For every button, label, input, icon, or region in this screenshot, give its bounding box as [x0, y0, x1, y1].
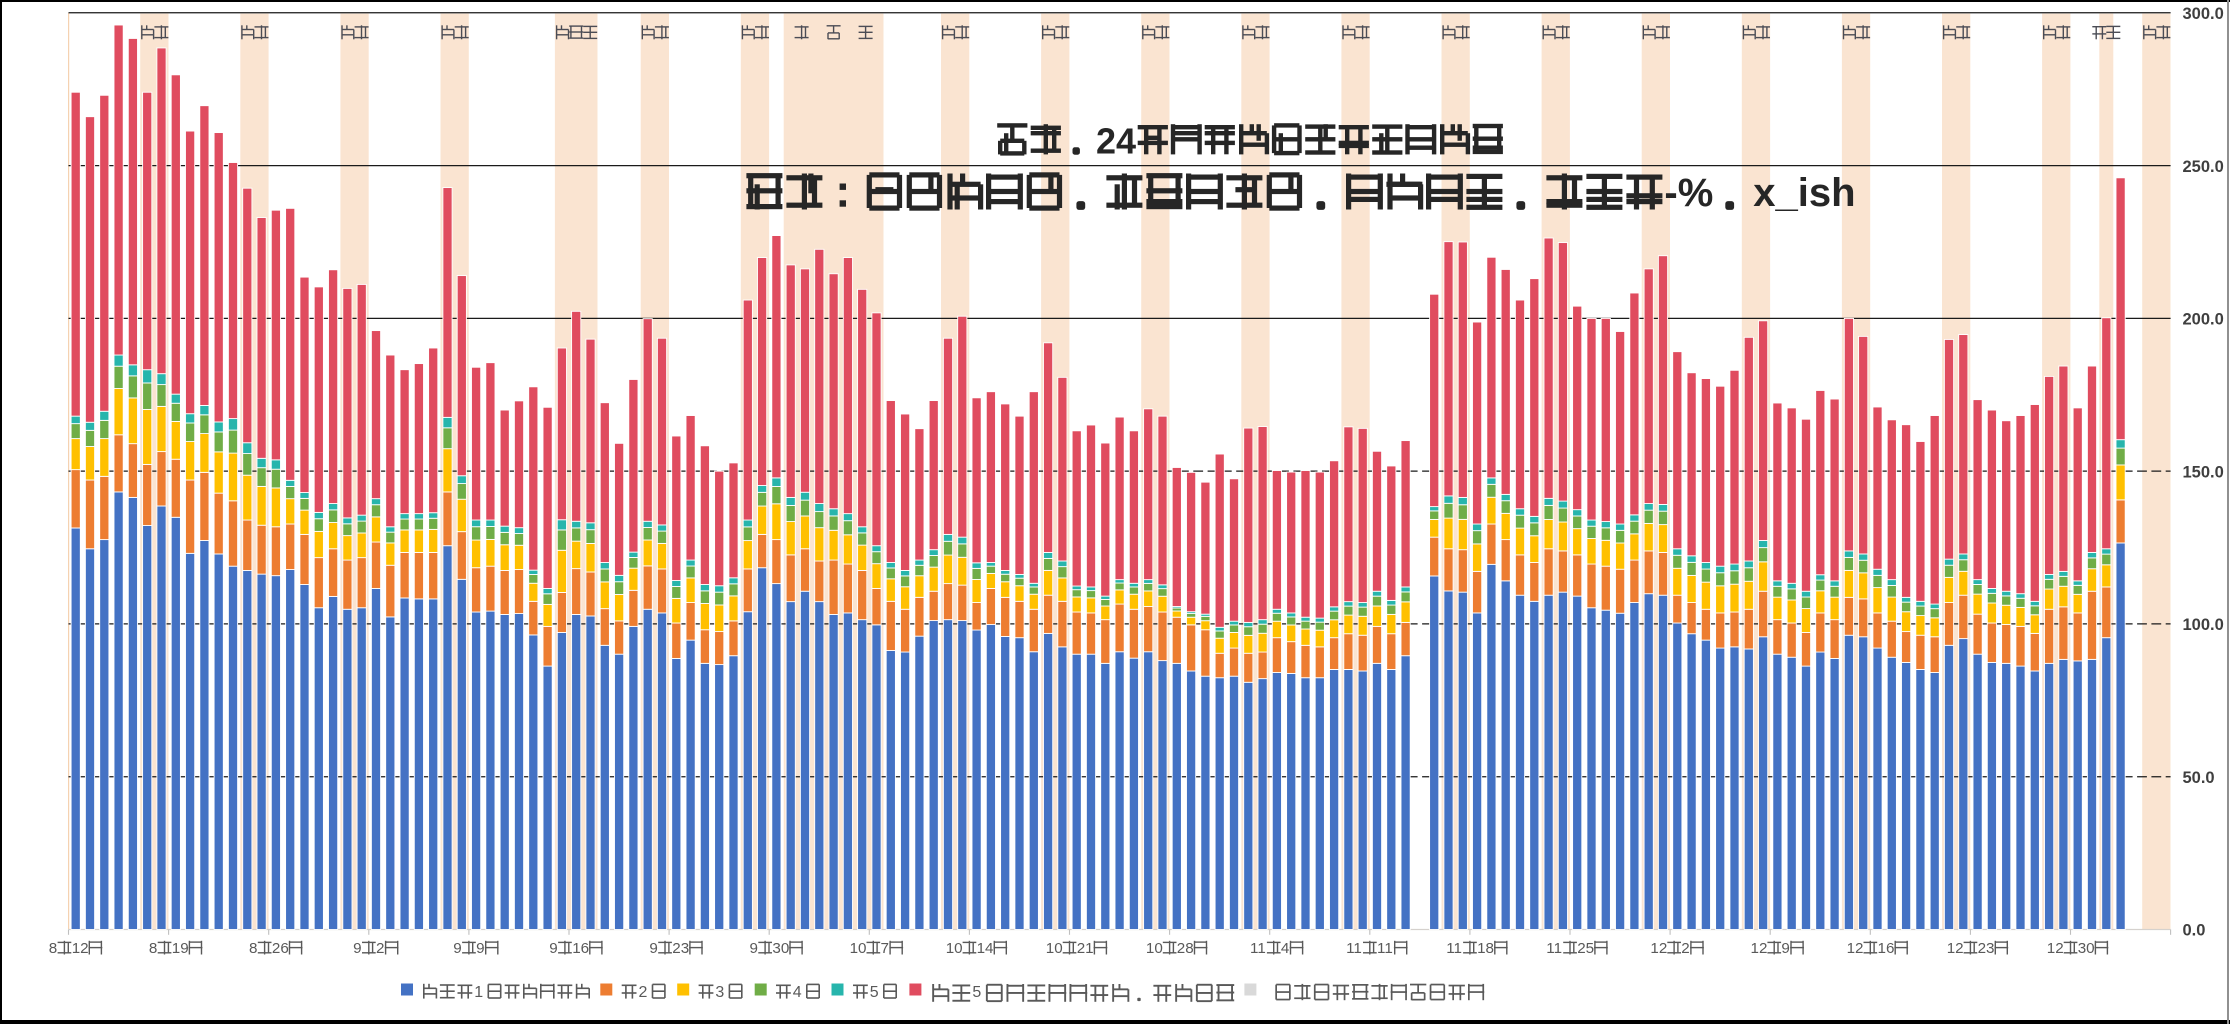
svg-text:3: 3: [715, 984, 724, 1001]
svg-text:x_ish: x_ish: [1753, 171, 1855, 215]
svg-text:30: 30: [772, 940, 789, 957]
svg-text:9: 9: [353, 940, 361, 957]
svg-text:16: 16: [1878, 940, 1895, 957]
svg-text:10: 10: [1146, 940, 1163, 957]
svg-text:9: 9: [1781, 940, 1789, 957]
svg-text:12: 12: [1650, 940, 1667, 957]
svg-text:12: 12: [2047, 940, 2064, 957]
svg-text:12: 12: [1947, 940, 1964, 957]
svg-text:150.0: 150.0: [2183, 463, 2224, 481]
svg-text:16: 16: [572, 940, 589, 957]
svg-text:8: 8: [149, 940, 157, 957]
svg-text:14: 14: [977, 940, 994, 957]
svg-text:26: 26: [272, 940, 289, 957]
svg-text:300.0: 300.0: [2183, 5, 2224, 23]
svg-text:25: 25: [1577, 940, 1594, 957]
svg-text:8: 8: [249, 940, 257, 957]
svg-text:11: 11: [1446, 940, 1462, 957]
svg-text:9: 9: [453, 940, 461, 957]
svg-text:9: 9: [750, 940, 758, 957]
svg-text:19: 19: [172, 940, 189, 957]
svg-text:4: 4: [793, 984, 802, 1001]
svg-text:9: 9: [649, 940, 657, 957]
svg-text:11: 11: [1250, 940, 1266, 957]
svg-text:4: 4: [1281, 940, 1289, 957]
svg-text:21: 21: [1077, 940, 1094, 957]
svg-text:7: 7: [881, 940, 889, 957]
svg-text:5: 5: [972, 984, 981, 1001]
svg-text:10: 10: [1046, 940, 1063, 957]
svg-text:1: 1: [474, 984, 483, 1001]
svg-text:50.0: 50.0: [2183, 769, 2215, 787]
svg-text:24: 24: [1096, 121, 1136, 162]
svg-text:200.0: 200.0: [2183, 311, 2224, 329]
svg-text:11: 11: [1346, 940, 1362, 957]
svg-text:-%: -%: [1664, 171, 1713, 215]
svg-text:10: 10: [946, 940, 963, 957]
svg-text:30: 30: [2078, 940, 2095, 957]
svg-text:23: 23: [1978, 940, 1995, 957]
svg-text:23: 23: [672, 940, 689, 957]
svg-text:28: 28: [1177, 940, 1194, 957]
svg-text:2: 2: [639, 984, 648, 1001]
svg-text:2: 2: [376, 940, 384, 957]
svg-text:5: 5: [870, 984, 879, 1001]
svg-text:2: 2: [1681, 940, 1689, 957]
svg-text:11: 11: [1546, 940, 1562, 957]
svg-text:8: 8: [49, 940, 57, 957]
svg-text:12: 12: [1847, 940, 1864, 957]
svg-text:10: 10: [850, 940, 867, 957]
svg-text:0.0: 0.0: [2183, 922, 2206, 940]
svg-text:18: 18: [1477, 940, 1494, 957]
svg-text:100.0: 100.0: [2183, 616, 2224, 634]
svg-text:9: 9: [476, 940, 484, 957]
svg-text:250.0: 250.0: [2183, 158, 2224, 176]
svg-text:12: 12: [1751, 940, 1768, 957]
svg-text:9: 9: [549, 940, 557, 957]
svg-text:12: 12: [72, 940, 89, 957]
svg-text:11: 11: [1377, 940, 1393, 957]
